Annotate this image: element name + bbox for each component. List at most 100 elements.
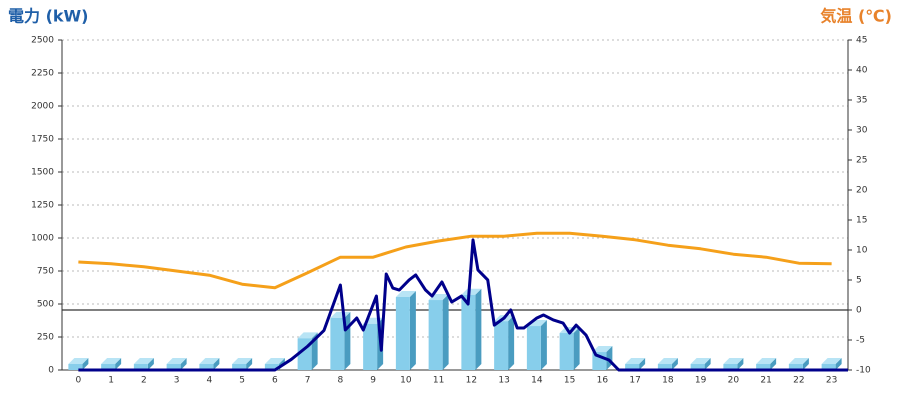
y-tick-label: 1000 [31, 234, 54, 244]
bar-side [115, 358, 122, 370]
y-tick-label: 750 [37, 267, 54, 277]
x-tick-label: 7 [305, 376, 311, 386]
bar [101, 364, 116, 370]
bar-side [737, 358, 744, 370]
bar-side [246, 358, 253, 370]
bar-side [147, 358, 154, 370]
x-tick-label: 22 [793, 376, 804, 386]
bar-side [180, 358, 187, 370]
y2-axis-title: 気温 (℃) [820, 7, 892, 26]
x-tick-label: 8 [338, 376, 344, 386]
y2-tick-label: 5 [856, 276, 862, 286]
x-tick-label: 20 [728, 376, 740, 386]
bar-top [756, 358, 777, 364]
bar-top [657, 358, 678, 364]
bar-side [671, 358, 678, 370]
line [78, 238, 848, 372]
y-axis-title: 電力 (kW) [8, 7, 89, 26]
bar [788, 364, 803, 370]
bar [494, 321, 509, 370]
bar-top [788, 358, 809, 364]
y2-tick-label: 10 [856, 246, 868, 256]
bar-side [573, 327, 580, 370]
y-tick-label: 2000 [31, 102, 54, 112]
y2-tick-label: 40 [856, 66, 868, 76]
bar-side [409, 291, 416, 370]
bar [428, 300, 443, 370]
bar [199, 364, 214, 370]
x-tick-label: 15 [564, 376, 575, 386]
bar [68, 364, 83, 370]
y2-tick-label: 35 [856, 96, 867, 106]
bar-top [723, 358, 744, 364]
bar-side [82, 358, 89, 370]
x-tick-label: 5 [239, 376, 245, 386]
x-tick-label: 6 [272, 376, 278, 386]
bar-side [442, 294, 449, 370]
bar-top [690, 358, 711, 364]
y2-tick-label: -10 [856, 366, 871, 376]
x-tick-label: 19 [695, 376, 707, 386]
bar [166, 364, 181, 370]
bar [723, 364, 738, 370]
x-tick-label: 1 [108, 376, 114, 386]
bar-top [592, 346, 613, 353]
x-tick-label: 2 [141, 376, 147, 386]
bar-top [101, 358, 122, 364]
bar-top [821, 358, 842, 364]
y-tick-label: 500 [37, 300, 54, 310]
bar-top [199, 358, 220, 364]
x-tick-label: 21 [760, 376, 771, 386]
bar-side [704, 358, 711, 370]
bar [363, 323, 378, 370]
y2-tick-label: 15 [856, 216, 867, 226]
x-tick-label: 23 [826, 376, 837, 386]
y-tick-label: 0 [48, 366, 54, 376]
bar-top [68, 358, 89, 364]
y-tick-label: 2250 [31, 69, 54, 79]
y-tick-label: 1500 [31, 168, 54, 178]
bar [526, 326, 541, 370]
bar-side [835, 358, 842, 370]
x-tick-label: 13 [498, 376, 509, 386]
y-tick-label: 1250 [31, 201, 54, 211]
x-tick-label: 12 [466, 376, 477, 386]
x-tick-label: 4 [207, 376, 213, 386]
bar-top [133, 358, 154, 364]
bar-side [213, 358, 220, 370]
x-tick-label: 17 [629, 376, 640, 386]
y2-tick-label: 20 [856, 186, 868, 196]
y2-tick-label: 30 [856, 126, 868, 136]
x-tick-label: 0 [76, 376, 82, 386]
bar-top [461, 288, 482, 295]
x-tick-label: 3 [174, 376, 180, 386]
y-tick-label: 2500 [31, 36, 54, 46]
bar [559, 333, 574, 370]
bar [395, 297, 410, 370]
y-tick-label: 250 [37, 333, 54, 343]
y2-tick-label: 45 [856, 36, 867, 46]
bar [232, 364, 247, 370]
bar-side [540, 320, 547, 370]
y-tick-label: 1750 [31, 135, 54, 145]
x-tick-label: 16 [597, 376, 609, 386]
x-tick-label: 18 [662, 376, 674, 386]
x-tick-label: 9 [370, 376, 376, 386]
y2-tick-label: 0 [856, 306, 862, 316]
line [78, 231, 832, 290]
bar-top [395, 291, 416, 298]
bar [625, 364, 640, 370]
bar [821, 364, 836, 370]
bar-top [232, 358, 253, 364]
bar-side [508, 315, 515, 370]
bar-top [166, 358, 187, 364]
y2-tick-label: -5 [856, 336, 865, 346]
bar [133, 364, 148, 370]
bar [264, 364, 279, 370]
bar-top [297, 332, 318, 339]
bar [461, 294, 476, 370]
bar-side [802, 358, 809, 370]
bar [657, 364, 672, 370]
x-tick-label: 14 [531, 376, 543, 386]
